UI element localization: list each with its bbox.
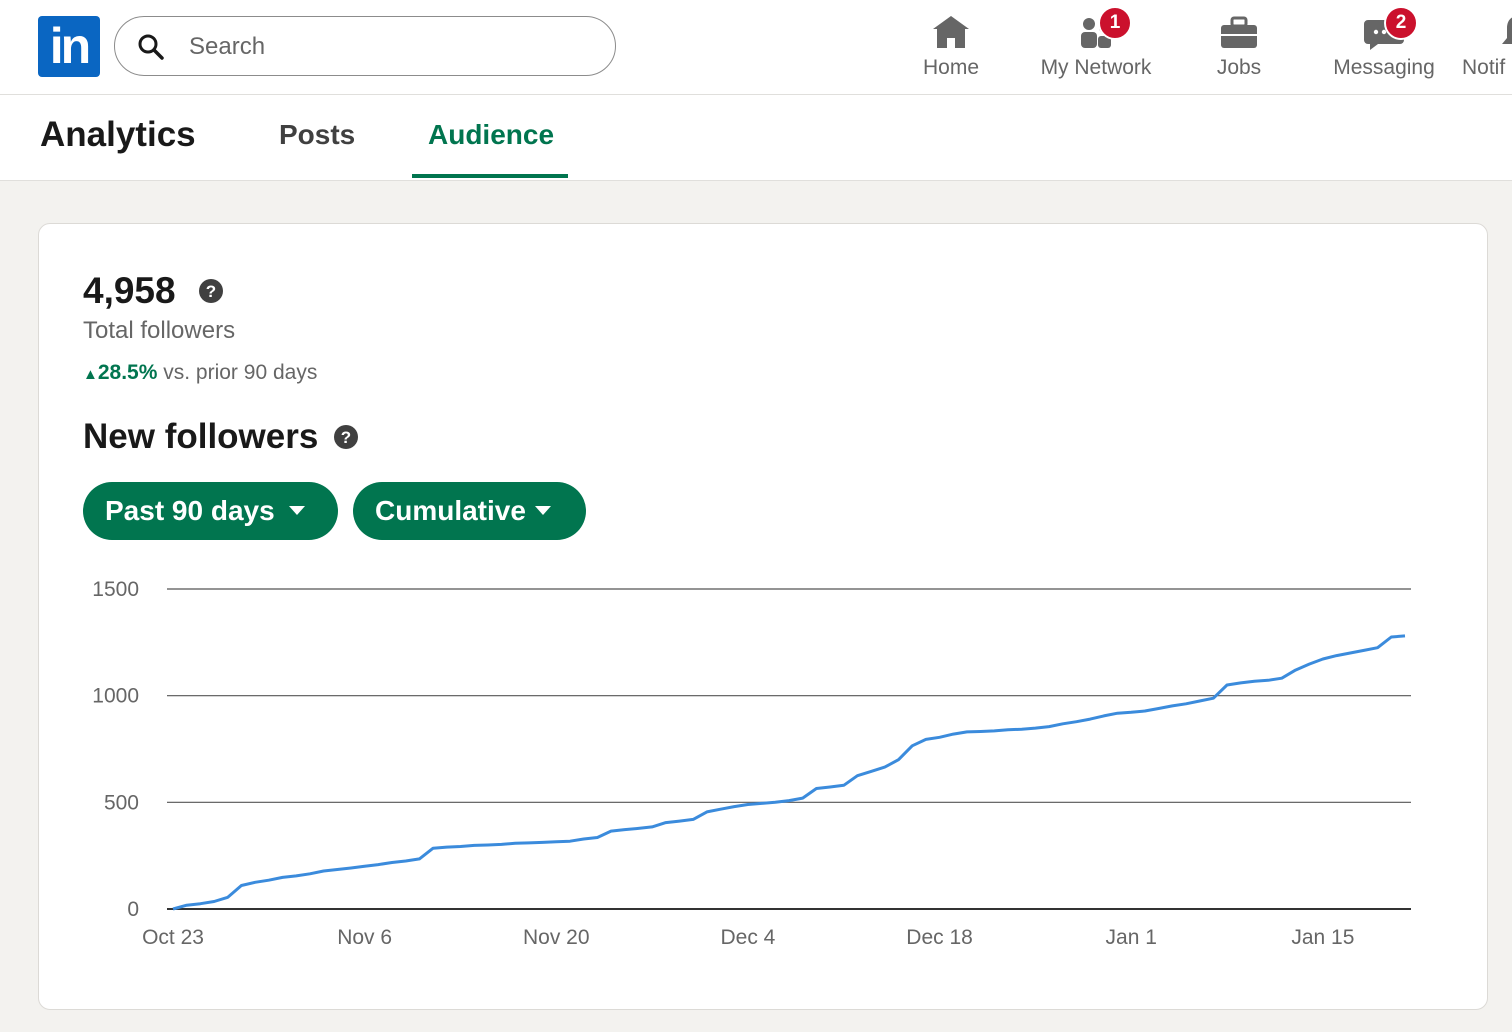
- y-tick-label: 0: [127, 898, 139, 921]
- chart-mode-dropdown[interactable]: Cumulative: [353, 482, 586, 540]
- home-icon: [933, 16, 969, 48]
- caret-down-icon: [535, 506, 551, 515]
- trend-up-icon: ▲: [83, 366, 98, 383]
- nav-my-network[interactable]: 1 My Network: [1030, 0, 1162, 94]
- x-tick-label: Nov 6: [337, 926, 392, 949]
- change-percent: 28.5%: [97, 361, 158, 384]
- analytics-subnav: Analytics Posts Audience: [0, 95, 1512, 181]
- x-tick-label: Nov 20: [523, 926, 590, 949]
- page-title: Analytics: [40, 115, 196, 154]
- notification-badge: 2: [1384, 6, 1418, 40]
- briefcase-icon: [1221, 16, 1257, 48]
- nav-notifications-label: Notif: [1462, 56, 1506, 79]
- top-navigation: in Home 1 My Network Jobs: [0, 0, 1512, 95]
- new-followers-chart: 0 500 1000 1500 Oct 23 Nov 6 Nov 20 Dec 4 Dec 18…: [92, 578, 1411, 949]
- total-followers-label: Total followers: [83, 317, 236, 344]
- x-tick-label: Dec 4: [721, 926, 776, 949]
- search-input[interactable]: [187, 25, 591, 69]
- x-tick-label: Oct 23: [142, 926, 204, 949]
- nav-messaging[interactable]: 2 Messaging: [1326, 0, 1442, 94]
- new-followers-title: New followers: [83, 417, 319, 456]
- search-icon: [138, 34, 164, 60]
- search-bar[interactable]: [114, 16, 616, 76]
- tab-posts[interactable]: Posts: [279, 119, 356, 150]
- time-range-dropdown[interactable]: Past 90 days: [83, 482, 338, 540]
- active-tab-indicator: [412, 174, 568, 178]
- nav-messaging-label: Messaging: [1333, 56, 1435, 79]
- nav-jobs[interactable]: Jobs: [1196, 0, 1282, 94]
- x-tick-label: Jan 15: [1291, 926, 1354, 949]
- chart-mode-label: Cumulative: [375, 495, 526, 526]
- followers-change: ▲28.5% vs. prior 90 days: [83, 361, 317, 385]
- y-tick-label: 1000: [92, 685, 139, 708]
- svg-text:?: ?: [341, 428, 351, 447]
- caret-down-icon: [289, 506, 305, 515]
- nav-my-network-label: My Network: [1040, 56, 1152, 79]
- change-comparison-text: vs. prior 90 days: [163, 361, 318, 384]
- nav-jobs-label: Jobs: [1216, 56, 1262, 79]
- y-tick-label: 1500: [92, 578, 139, 601]
- audience-card: 4,958 ? Total followers ▲28.5% vs. prior…: [38, 223, 1488, 1010]
- notification-badge: 1: [1098, 6, 1132, 40]
- series-line: [172, 634, 1406, 911]
- tab-audience[interactable]: Audience: [428, 119, 555, 150]
- linkedin-logo[interactable]: in: [38, 16, 100, 77]
- time-range-label: Past 90 days: [105, 495, 275, 526]
- y-tick-label: 500: [104, 791, 139, 814]
- help-icon[interactable]: ?: [333, 424, 359, 450]
- bell-icon: [1502, 17, 1512, 44]
- total-followers-count: 4,958: [83, 270, 176, 311]
- x-tick-label: Jan 1: [1106, 926, 1157, 949]
- nav-home[interactable]: Home: [906, 0, 996, 94]
- nav-notifications[interactable]: Notif: [1462, 0, 1512, 94]
- svg-text:?: ?: [206, 282, 216, 301]
- nav-home-label: Home: [922, 56, 980, 79]
- help-icon[interactable]: ?: [198, 278, 224, 304]
- x-tick-label: Dec 18: [906, 926, 973, 949]
